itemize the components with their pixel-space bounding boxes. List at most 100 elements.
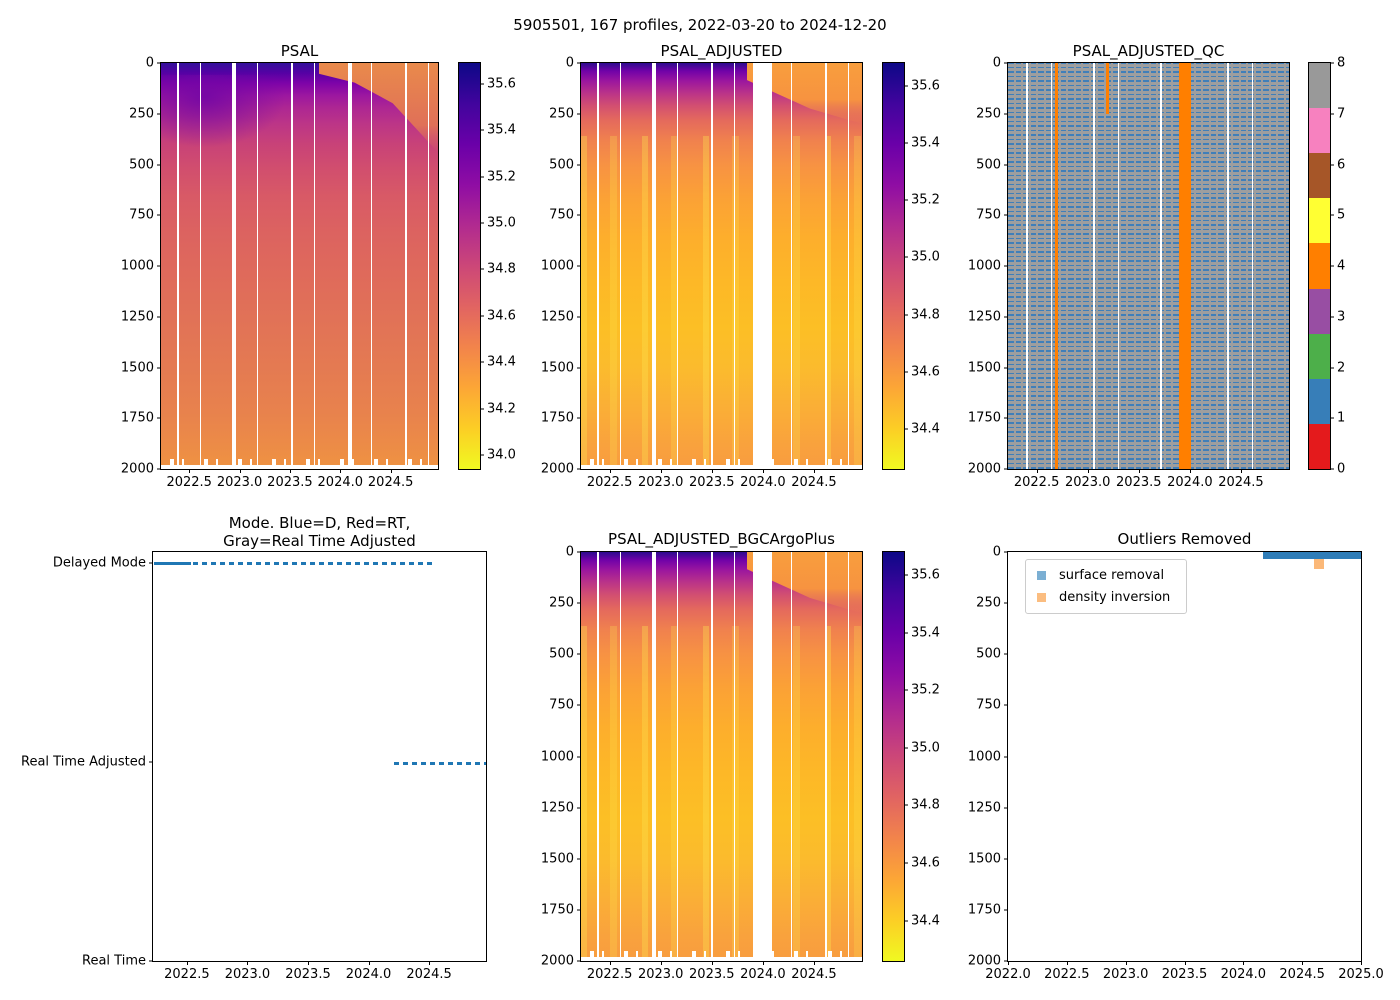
colorbar-tick-mark [904,689,908,691]
y-tick-mark [157,468,161,470]
x-tick-label: 2025.0 [1338,967,1384,982]
psal-bottom-cutoff [161,459,438,469]
colorbar-tick-label: 1 [1337,410,1346,426]
qc-flag4-stripe-3 [1179,63,1191,469]
x-tick-mark [1087,469,1089,473]
y-tick-mark [1004,602,1008,604]
x-tick-label: 2023.0 [1102,967,1149,982]
y-tick-mark [1004,367,1008,368]
x-tick-mark [1184,961,1186,965]
x-tick-label: 2024.5 [1218,475,1264,490]
y-tick-mark [157,265,161,267]
y-tick-label: 1750 [967,410,1001,426]
y-tick-mark [157,417,161,419]
colorbar-tick-label: 6 [1337,157,1346,172]
colorbar-tick-label: 35.0 [911,249,940,265]
y-tick-label: 1750 [540,902,574,918]
x-tick-label: 2022.5 [166,475,212,490]
colorbar-tick-mark [904,862,908,864]
y-tick-label: 250 [549,106,574,122]
colorbar-tick-label: 34.6 [911,855,940,871]
colorbar-tick-label: 35.4 [911,625,940,641]
y-tick-mark [1004,468,1008,470]
psal-heatmap: 2022.5 2023.0 2023.5 2024.0 2024.5 0 250 500 750… [121,56,439,490]
colorbar-tick-mark [904,314,908,316]
y-tick-mark [149,562,153,564]
x-tick-label: 2023.5 [285,967,331,982]
x-tick-label: 2024.5 [791,967,837,982]
qc-colorbar-segment [1309,153,1330,199]
y-tick-mark [1004,164,1008,165]
colorbar-tick-mark [1330,265,1334,267]
y-tick-label: 750 [976,697,1001,713]
y-tick-label: 1500 [120,360,154,375]
mode-title-line2: Gray=Real Time Adjusted [223,532,416,550]
mode-title-line1: Mode. Blue=D, Red=RT, [228,514,411,532]
psal-adjusted-missing-profile-gaps [581,63,862,469]
y-tick-mark [157,316,161,318]
colorbar-tick-label: 35.6 [487,76,516,92]
y-tick-label: 2000 [540,953,574,969]
x-tick-label: 2022.5 [164,967,210,982]
colorbar-tick-label: 34.4 [487,354,516,370]
bgc-wide-data-gap [753,552,768,961]
y-tick-label: 0 [145,55,154,71]
surface-removal-band [1263,552,1361,559]
y-tick-mark [1004,265,1008,267]
density-inversion-marker [1314,559,1324,569]
y-tick-mark [577,367,581,368]
colorbar-tick-label: 34.0 [487,447,516,463]
x-tick-mark [390,469,392,473]
y-tick-label: 500 [976,646,1001,662]
colorbar-tick-mark [1330,417,1334,419]
y-tick-mark [157,113,161,115]
colorbar-tick-mark [480,176,484,178]
outliers-panel: surface removal density inversion 2022.0… [968,545,1384,983]
y-tick-mark [1004,113,1008,115]
colorbar-tick-label: 34.8 [487,261,516,277]
y-tick-label: 2000 [540,461,574,477]
colorbar-tick-label: 35.4 [487,122,516,138]
colorbar-tick-label: 34.4 [911,913,940,929]
y-tick-label: 250 [549,595,574,611]
legend-label: density inversion [1059,590,1171,605]
colorbar-tick-label: 35.2 [911,682,940,698]
colorbar-tick-mark [904,747,908,749]
y-tick-label: 250 [976,595,1001,611]
colorbar-tick-mark [1330,164,1334,165]
colorbar-tick-mark [904,256,908,258]
y-tick-mark [157,62,161,64]
y-tick-mark [157,367,161,368]
y-tick-label: 1250 [967,309,1001,325]
qc-colorbar-segment [1309,333,1330,379]
y-tick-label: Delayed Mode [52,555,146,571]
y-tick-mark [577,704,581,706]
colorbar-tick-mark [904,574,908,576]
y-tick-label: 1750 [540,410,574,426]
colorbar-tick-mark [480,83,484,85]
y-tick-label: 1000 [540,258,574,274]
y-tick-label: 1000 [540,749,574,764]
x-tick-mark [1189,469,1191,473]
colorbar-tick-mark [480,129,484,131]
x-tick-label: 2024.5 [367,475,414,490]
x-tick-mark [609,961,611,965]
x-tick-label: 2023.5 [1116,475,1162,490]
mode-delayed-solid-line [154,562,191,565]
psal-adjusted-colorbar: 35.6 35.4 35.2 35.0 34.8 34.6 34.4 [882,62,940,470]
y-tick-label: 1500 [540,851,574,867]
colorbar-tick-mark [1330,113,1334,115]
y-tick-mark [577,756,581,757]
x-tick-mark [1036,469,1038,473]
y-tick-label: 1000 [120,258,154,274]
colorbar-tick-label: 5 [1337,207,1346,223]
x-tick-label: 2023.0 [1064,475,1111,490]
x-tick-mark [247,961,249,965]
psal-colorbar: 35.6 35.4 35.2 35.0 34.8 34.6 34.4 34.2 34.0 [458,62,516,470]
y-tick-mark [577,960,581,962]
x-tick-mark [1138,469,1140,473]
bgc-colorbar: 35.6 35.4 35.2 35.0 34.8 34.6 34.4 [882,551,940,962]
y-tick-label: 2000 [967,461,1001,477]
y-tick-label: 0 [992,55,1001,71]
colorbar-tick-mark [480,408,484,410]
